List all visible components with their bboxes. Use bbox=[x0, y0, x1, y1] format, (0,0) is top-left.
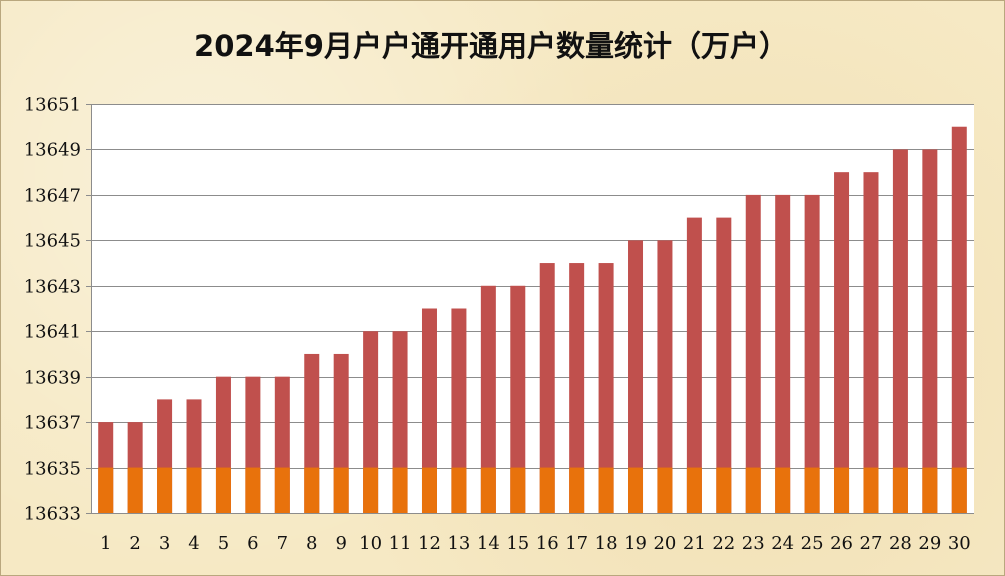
bar-series-1-18 bbox=[598, 467, 614, 513]
bar-series-1-24 bbox=[775, 467, 791, 513]
y-tick-label: 13637 bbox=[24, 413, 81, 434]
bar-series-1-12 bbox=[421, 467, 437, 513]
x-tick-label: 7 bbox=[277, 533, 288, 554]
bar-series-2-13 bbox=[451, 308, 467, 513]
bar-series-1-16 bbox=[539, 467, 555, 513]
x-tick-label: 16 bbox=[536, 533, 559, 554]
bar-series-2-25 bbox=[804, 194, 820, 513]
bar-series-2-28 bbox=[892, 149, 908, 513]
bar-series-1-9 bbox=[333, 467, 349, 513]
bar-series-2-22 bbox=[716, 217, 732, 513]
bar-series-1-26 bbox=[834, 467, 850, 513]
x-tick-label: 3 bbox=[159, 533, 170, 554]
bar-series-1-28 bbox=[892, 467, 908, 513]
bar-series-1-19 bbox=[628, 467, 644, 513]
x-tick-label: 11 bbox=[389, 533, 412, 554]
bar-series-1-4 bbox=[186, 467, 202, 513]
x-tick-label: 27 bbox=[860, 533, 883, 554]
bars bbox=[98, 126, 967, 514]
x-tick-label: 30 bbox=[948, 533, 971, 554]
x-tick-label: 29 bbox=[918, 533, 941, 554]
bar-series-1-25 bbox=[804, 467, 820, 513]
bar-series-2-29 bbox=[922, 149, 938, 513]
bar-series-1-1 bbox=[98, 467, 114, 513]
x-tick-label: 17 bbox=[565, 533, 588, 554]
bar-series-1-5 bbox=[215, 467, 231, 513]
bar-series-1-21 bbox=[686, 467, 702, 513]
bar-series-2-12 bbox=[421, 308, 437, 513]
bar-series-2-20 bbox=[657, 240, 673, 514]
x-tick-label: 22 bbox=[712, 533, 735, 554]
chart-title: 2024年9月户户通开通用户数量统计（万户） bbox=[194, 29, 788, 63]
bar-series-1-11 bbox=[392, 467, 408, 513]
y-tick-label: 13645 bbox=[24, 231, 81, 252]
bar-series-2-17 bbox=[569, 263, 585, 513]
bar-series-1-30 bbox=[951, 467, 967, 513]
bar-series-2-30 bbox=[951, 126, 967, 513]
x-tick-label: 10 bbox=[359, 533, 382, 554]
bar-series-2-19 bbox=[628, 240, 644, 514]
y-tick-label: 13647 bbox=[24, 186, 81, 207]
bar-series-1-14 bbox=[480, 467, 496, 513]
x-tick-label: 4 bbox=[188, 533, 199, 554]
x-tick-label: 25 bbox=[801, 533, 824, 554]
x-tick-label: 6 bbox=[247, 533, 258, 554]
bar-series-2-23 bbox=[745, 194, 761, 513]
bar-series-1-6 bbox=[245, 467, 261, 513]
x-tick-label: 26 bbox=[830, 533, 853, 554]
x-tick-label: 14 bbox=[477, 533, 500, 554]
bar-series-1-29 bbox=[922, 467, 938, 513]
bar-series-1-8 bbox=[304, 467, 320, 513]
y-tick-label: 13633 bbox=[24, 504, 81, 525]
bar-series-1-13 bbox=[451, 467, 467, 513]
bar-series-1-15 bbox=[510, 467, 526, 513]
bar-series-1-10 bbox=[363, 467, 379, 513]
y-tick-labels: 13633 13635 13637 13639 13641 13643 13645 13647… bbox=[24, 95, 81, 525]
x-tick-label: 5 bbox=[218, 533, 229, 554]
bar-series-1-22 bbox=[716, 467, 732, 513]
y-tick-label: 13641 bbox=[24, 322, 81, 343]
x-tick-label: 23 bbox=[742, 533, 765, 554]
bar-series-2-21 bbox=[686, 217, 702, 513]
x-tick-label: 18 bbox=[595, 533, 618, 554]
y-tick-label: 13643 bbox=[24, 277, 81, 298]
gridlines bbox=[91, 104, 974, 469]
x-tick-label: 28 bbox=[889, 533, 912, 554]
x-tick-label: 24 bbox=[771, 533, 794, 554]
x-tick-label: 8 bbox=[306, 533, 317, 554]
bar-series-2-26 bbox=[834, 172, 850, 513]
y-tick-label: 13635 bbox=[24, 459, 81, 480]
x-tick-label: 2 bbox=[129, 533, 140, 554]
x-tick-labels: 1 2 3 4 5 6 7 8 9 10 11 12 13 14 15 16 17 18 19 20 21 22 23 24 2… bbox=[100, 533, 971, 554]
bar-series-1-3 bbox=[157, 467, 173, 513]
bar-series-2-14 bbox=[480, 285, 496, 513]
y-tick-label: 13639 bbox=[24, 368, 81, 389]
plot-area bbox=[91, 104, 974, 513]
bar-series-1-2 bbox=[127, 467, 143, 513]
bar-series-1-17 bbox=[569, 467, 585, 513]
bar-series-1-23 bbox=[745, 467, 761, 513]
bar-series-2-15 bbox=[510, 285, 526, 513]
bar-series-2-27 bbox=[863, 172, 879, 513]
x-tick-label: 19 bbox=[624, 533, 647, 554]
y-tick-label: 13651 bbox=[24, 95, 81, 116]
bar-series-2-16 bbox=[539, 263, 555, 513]
bar-series-1-20 bbox=[657, 467, 673, 513]
x-tick-label: 12 bbox=[418, 533, 441, 554]
bar-series-2-18 bbox=[598, 263, 614, 513]
x-tick-label: 9 bbox=[335, 533, 346, 554]
y-tick-label: 13649 bbox=[24, 140, 81, 161]
x-tick-label: 15 bbox=[506, 533, 529, 554]
x-tick-label: 20 bbox=[653, 533, 676, 554]
bar-series-2-24 bbox=[775, 194, 791, 513]
axes bbox=[86, 104, 974, 514]
x-tick-label: 21 bbox=[683, 533, 706, 554]
x-tick-label: 1 bbox=[100, 533, 111, 554]
bar-series-1-7 bbox=[274, 467, 290, 513]
x-tick-label: 13 bbox=[447, 533, 470, 554]
bar-series-1-27 bbox=[863, 467, 879, 513]
